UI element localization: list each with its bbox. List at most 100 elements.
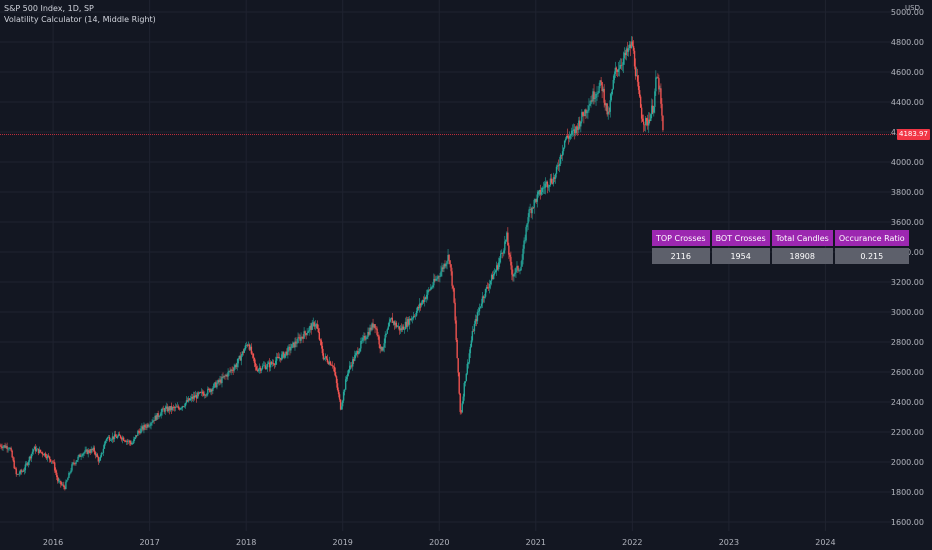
candle-body: [314, 324, 316, 327]
candle-body: [60, 480, 62, 485]
candle-body: [438, 276, 440, 277]
candle-body: [270, 362, 273, 364]
candle-body: [250, 346, 253, 354]
candle-body: [567, 137, 570, 139]
candle-body: [102, 448, 105, 453]
candle-body: [194, 395, 197, 398]
candle-body: [613, 73, 615, 80]
candle-body: [50, 461, 53, 463]
candle-body: [274, 364, 276, 366]
candle-body: [131, 443, 133, 445]
candle-body: [640, 107, 643, 119]
candle-body: [190, 396, 193, 399]
candle-body: [513, 274, 515, 277]
candle-body: [86, 449, 88, 454]
candle-body: [389, 319, 391, 322]
candle-body: [254, 362, 257, 367]
candle-body: [598, 86, 600, 93]
candle-body: [436, 278, 438, 280]
candle-body: [295, 341, 297, 344]
y-tick-label: 5000.00: [891, 8, 924, 17]
y-tick-label: 3000.00: [891, 308, 924, 317]
symbol-title[interactable]: S&P 500 Index, 1D, SP: [4, 4, 94, 13]
candle-body: [16, 474, 18, 475]
candle-body: [231, 369, 233, 371]
candle-body: [394, 322, 397, 325]
candle-body: [489, 280, 492, 284]
candle-body: [505, 239, 507, 242]
candle-body: [401, 326, 404, 331]
candle-body: [650, 114, 652, 121]
candle-body: [293, 342, 295, 348]
candle-body: [237, 358, 239, 364]
candle-body: [352, 359, 354, 367]
candle-body: [6, 446, 8, 449]
candle-body: [236, 363, 238, 368]
candle-body: [144, 425, 146, 428]
candle-body: [308, 327, 310, 332]
candle-body: [163, 409, 165, 412]
indicator-label[interactable]: Volatility Calculator (14, Middle Right): [4, 15, 156, 24]
candle-body: [359, 348, 361, 352]
candle-body: [65, 481, 67, 490]
candle-body: [488, 283, 491, 288]
candle-body: [579, 120, 581, 127]
candle-body: [626, 48, 629, 52]
candle-body: [74, 463, 76, 465]
candle-body: [451, 271, 453, 286]
candle-body: [439, 276, 441, 277]
candle-body: [187, 398, 190, 402]
candle-body: [88, 450, 90, 453]
candle-body: [525, 227, 527, 241]
candle-body: [195, 395, 198, 399]
candle-body: [214, 382, 216, 384]
candle-body: [418, 303, 421, 309]
candle-body: [539, 190, 541, 195]
candle-body: [595, 93, 597, 98]
candle-body: [84, 450, 86, 453]
candle-body: [159, 415, 161, 417]
candle-body: [393, 321, 396, 325]
candle-body: [607, 111, 609, 115]
candle-body: [369, 327, 371, 335]
candle-body: [619, 65, 622, 69]
candle-body: [201, 391, 203, 393]
candle-body: [70, 470, 72, 473]
candle-body: [330, 365, 333, 366]
candle-body: [275, 360, 277, 365]
candle-body: [405, 321, 408, 327]
candle-body: [36, 448, 39, 450]
candle-body: [222, 376, 224, 378]
candle-body: [402, 326, 405, 330]
candle-body: [323, 357, 326, 360]
candle-body: [124, 441, 127, 442]
candle-body: [43, 453, 46, 456]
candle-body: [559, 155, 562, 164]
candle-body: [319, 339, 322, 341]
candle-body: [181, 406, 184, 408]
candle-body: [158, 416, 160, 417]
candle-body: [298, 337, 300, 338]
candle-body: [548, 185, 551, 187]
candle-body: [311, 322, 313, 330]
candle-body: [269, 362, 272, 368]
candle-body: [589, 103, 591, 106]
candle-body: [146, 424, 148, 428]
candle-body: [328, 361, 331, 365]
candle-body: [96, 454, 99, 458]
candle-body: [264, 365, 267, 370]
candle-body: [380, 346, 382, 349]
candle-body: [4, 445, 6, 448]
candle-body: [30, 453, 33, 459]
candle-body: [484, 288, 487, 297]
candle-body: [573, 129, 575, 131]
candle-body: [120, 437, 123, 440]
candle-body: [121, 437, 124, 440]
currency-label[interactable]: USD: [905, 4, 920, 12]
candle-body: [207, 388, 209, 395]
candle-body: [641, 118, 644, 122]
candle-body: [648, 119, 650, 126]
candle-body: [338, 394, 341, 400]
